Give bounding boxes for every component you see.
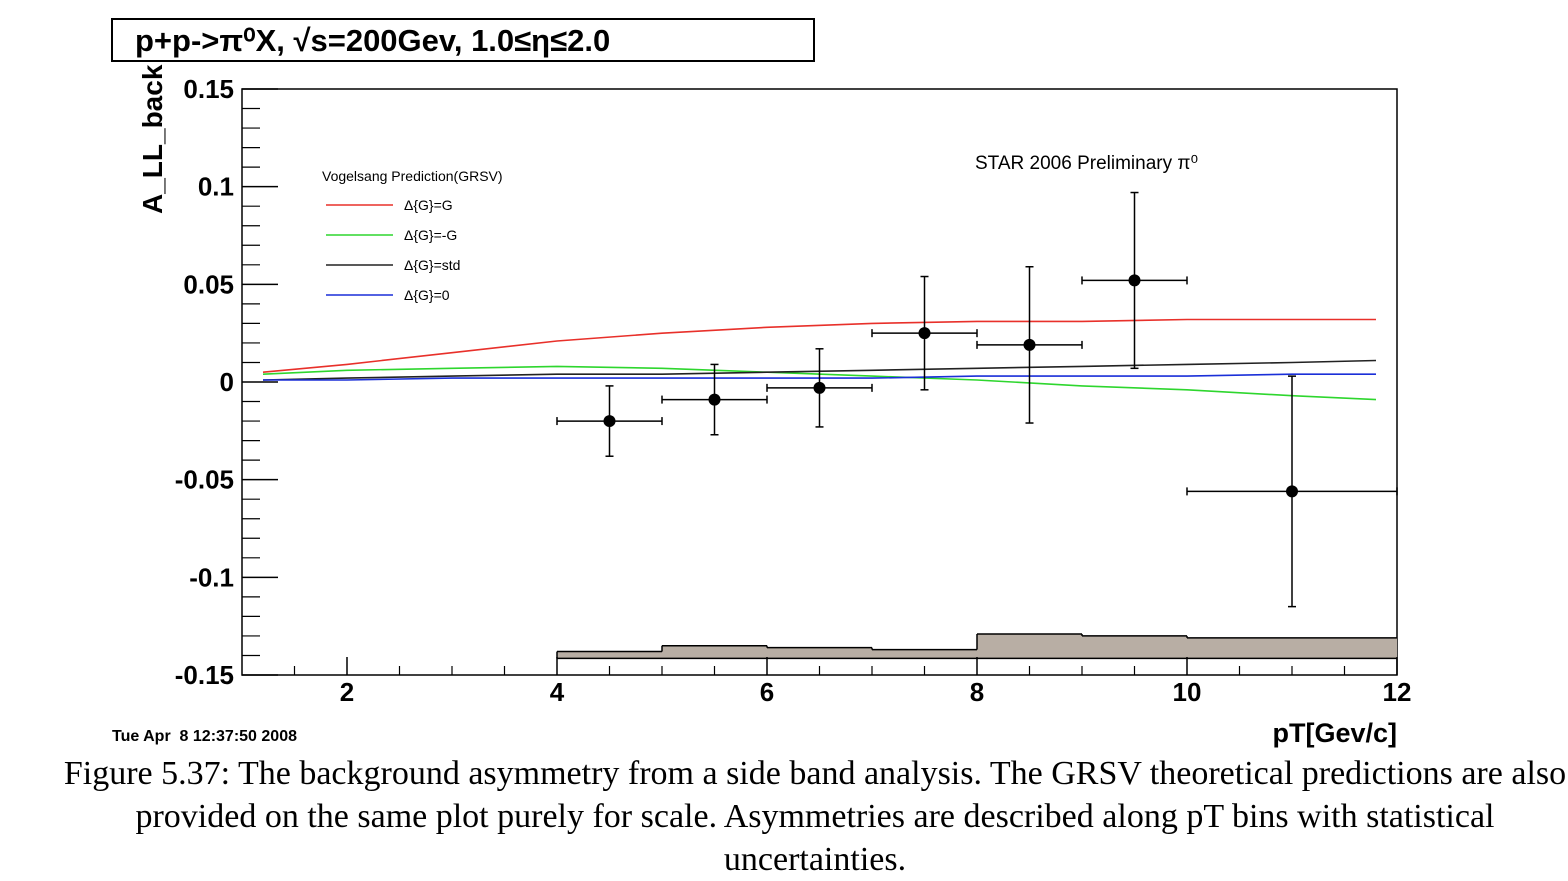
data-point [1128,274,1141,287]
systematic-bin [1187,637,1397,659]
systematic-bin [1082,635,1187,659]
legend-label: Δ{G}=-G [404,227,457,243]
legend-title: Vogelsang Prediction(GRSV) [322,168,503,184]
x-tick-label: 10 [1173,677,1202,707]
x-tick-label: 4 [550,677,565,707]
data-point [813,381,826,394]
data-point [708,393,721,406]
x-tick-label: 12 [1383,677,1412,707]
y-tick-label: 0.05 [183,269,234,299]
systematic-bin [557,651,662,659]
figure-caption: Figure 5.37: The background asymmetry fr… [63,755,1567,878]
data-point [1023,338,1036,351]
axes: 2 4 6 8 10 12 -0.15 -0.1 -0.05 0 0.05 0.1 0.15 [175,74,1412,707]
y-tick-label: -0.15 [175,660,234,690]
chart-title: p+p->π⁰X, √s=200Gev, 1.0≤η≤2.0 [135,23,610,58]
data-points [556,191,1398,608]
y-tick-label: -0.05 [175,465,234,495]
curve-series [262,318,1376,373]
x-axis-label: pT[Gev/c] [1272,718,1397,748]
x-tick-label: 6 [760,677,774,707]
title-box [111,18,815,62]
x-tick-label: 2 [340,677,354,707]
systematic-bin [767,647,872,659]
systematic-bin [977,633,1082,659]
legend-label: Δ{G}=0 [404,287,450,303]
timestamp: Tue Apr 8 12:37:50 2008 [112,728,297,745]
data-point [918,327,931,340]
y-tick-label: 0.15 [183,74,234,104]
y-tick-label: 0.1 [198,172,234,202]
star-annotation: STAR 2006 Preliminary π⁰ [975,153,1198,174]
systematic-bin [662,645,767,659]
systematic-band [556,633,1397,660]
data-point [603,415,616,428]
legend-label: Δ{G}=G [404,197,453,213]
y-tick-label: 0 [220,367,234,397]
data-point [1286,485,1298,498]
y-axis-label: A_LL_back [137,64,168,214]
systematic-bin [872,649,977,659]
chart: p+p->π⁰X, √s=200Gev, 1.0≤η≤2.0 2 4 6 8 10 12 -… [111,18,1412,748]
legend-label: Δ{G}=std [404,257,460,273]
x-tick-label: 8 [970,677,984,707]
y-tick-label: -0.1 [189,562,234,592]
legend: Vogelsang Prediction(GRSV) Δ{G}=G Δ{G}=-G… [322,168,503,303]
